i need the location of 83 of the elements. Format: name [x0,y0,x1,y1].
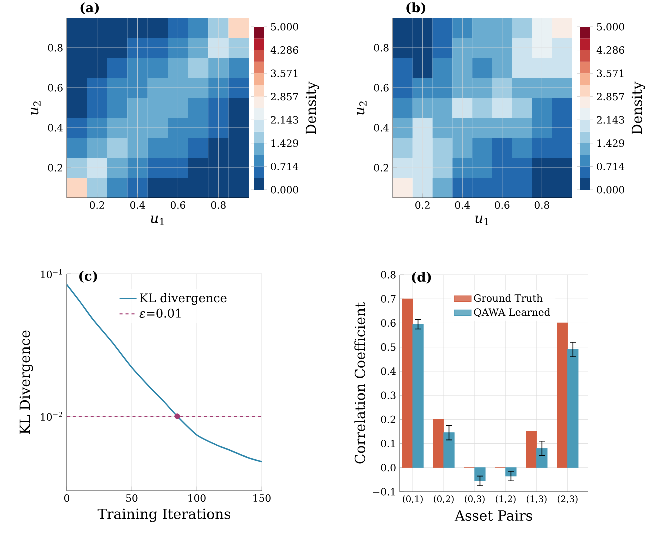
chart-title: (d) [412,272,432,284]
color-bar-label: 4.286 [270,46,298,54]
y-tick-label: 0.8 [381,271,396,279]
x-tick-label: 100 [188,494,206,502]
y-tick-label: 0.5 [381,344,396,352]
y-tick-label: 10$^{−1}$ [41,270,62,278]
bar [568,349,579,468]
y-tick-label: 0.6 [374,84,389,92]
y-tick-label: 0.1 [381,440,396,448]
bar [536,448,548,468]
y-tick-label: 0.4 [48,124,63,132]
y-tick-label: 0.2 [374,164,389,172]
x-tick-label: 0.6 [170,202,186,210]
bar [557,322,568,468]
bar [433,419,444,468]
y-tick-label: 0.6 [48,84,63,92]
line-series [66,284,263,463]
y-axis-title: Correlation Coefficient [354,302,366,464]
x-tick-label: (0,1) [403,496,423,504]
color-bar-label: 4.286 [596,46,624,54]
color-bar-label: 3.571 [597,70,624,78]
legend-label: QAWA Learned [474,308,550,318]
y-tick-label: 0.4 [374,124,389,132]
x-tick-label: (1,3) [526,496,547,504]
x-axis-title: u$_{1}$ [476,216,488,226]
legend-label: ε=0.01 [140,308,181,318]
x-tick-label: 0.2 [90,202,104,210]
color-bar-label: 0.714 [271,162,299,170]
color-bar-label: 3.571 [271,70,298,78]
y-tick-label: −0.1 [373,488,396,496]
bar [526,431,538,468]
x-tick-label: 0.2 [416,202,430,210]
color-bar-label: 2.143 [271,116,298,124]
y-tick-label: 0.8 [374,44,389,52]
x-tick-label: (0,2) [434,496,454,504]
x-tick-label: 0.8 [534,202,550,210]
x-tick-label: (0,3) [465,496,485,504]
legend-label: KL divergence [140,293,227,306]
color-bar-label: 5.000 [271,23,298,31]
color-bar-label: 1.429 [598,140,624,148]
color-bar-label: 0.714 [597,162,625,170]
y-axis-title: u$_{2}$ [357,102,367,115]
color-bar-label: 5.000 [597,23,624,31]
color-bar-label: 0.000 [597,186,624,194]
x-axis-title: Asset Pairs [454,510,532,522]
chart-title: (a) [80,2,100,14]
color-bar-title: Density [632,82,646,134]
bar [474,468,486,482]
y-axis-title: u$_{2}$ [31,102,41,115]
bar [506,468,517,477]
y-tick-label: 0.2 [381,416,396,424]
x-tick-label: 0.4 [455,202,470,210]
bar [402,298,414,468]
color-bar-label: 2.857 [271,93,298,101]
x-tick-label: 0.6 [495,202,510,210]
color-bar-label: 1.429 [272,140,298,148]
y-tick-label: 0.0 [381,464,396,472]
y-tick-label: 0.7 [381,295,396,303]
bar [444,432,455,468]
y-tick-label: 0.2 [48,164,62,172]
y-tick-label: 0.6 [381,319,396,327]
color-bar-title: Density [306,82,320,134]
x-tick-label: (2,3) [558,496,578,504]
x-axis-title: u$_{1}$ [151,216,164,226]
chart-title: (c) [80,271,98,283]
legend-label: Ground Truth [474,294,543,302]
y-tick-label: 10$^{−2}$ [41,412,62,421]
x-tick-label: 0 [64,494,70,502]
y-tick-label: 0.4 [381,368,396,376]
x-axis-title: Training Iterations [98,508,231,522]
color-bar-label: 2.857 [597,93,624,101]
x-tick-label: 50 [126,494,138,502]
y-axis-title: KL Divergence [20,330,34,434]
color-bar-label: 0.000 [271,186,298,194]
x-tick-label: 0.8 [211,202,226,210]
x-tick-label: (1,2) [496,496,516,504]
bar [412,324,424,468]
color-bar-label: 2.143 [597,116,624,124]
x-tick-label: 150 [254,494,271,502]
chart-title: (b) [406,2,426,14]
x-tick-label: 0.4 [130,202,146,210]
y-tick-label: 0.8 [48,44,63,52]
y-tick-label: 0.3 [381,392,396,400]
